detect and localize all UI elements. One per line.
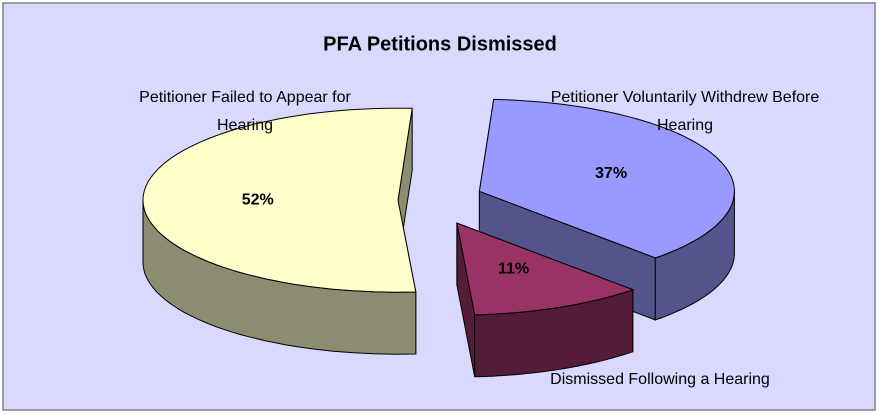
slice-top: [142, 107, 417, 293]
slice-top: [456, 222, 635, 316]
category-label: Dismissed Following a Hearing: [550, 371, 770, 388]
data-label: 11%: [498, 261, 529, 278]
slice-top: [478, 98, 735, 259]
data-label: 37%: [595, 165, 627, 182]
data-label: 52%: [242, 192, 274, 209]
category-label: Petitioner Failed to Appear for Hearing: [139, 89, 351, 134]
chart-title: PFA Petitions Dismissed: [323, 33, 557, 55]
category-label: Petitioner Voluntarily Withdrew Before H…: [550, 89, 820, 134]
